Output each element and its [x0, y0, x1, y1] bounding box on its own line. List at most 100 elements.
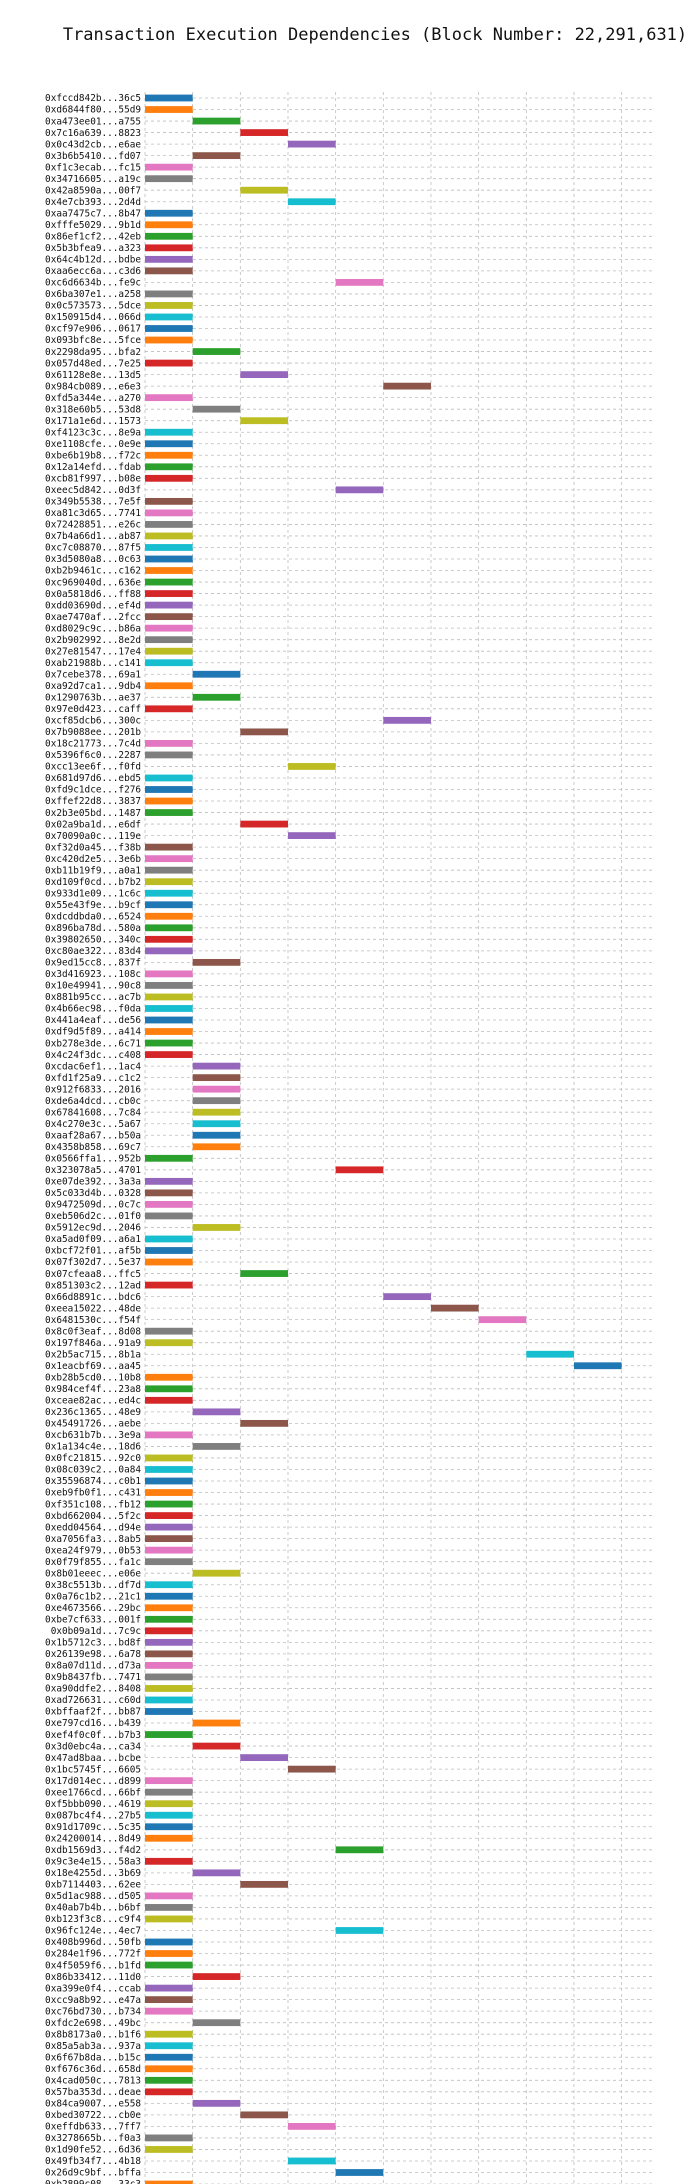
y-tick-label: 0xeb9fb0f1...c431	[45, 1488, 141, 1499]
y-tick-label: 0x0fc21815...92c0	[45, 1453, 141, 1464]
y-tick-label: 0x12a14efd...fdab	[45, 462, 141, 473]
y-tick-label: 0x0c573573...5dce	[45, 301, 141, 312]
y-tick-label: 0xdf9d5f89...a414	[45, 1027, 141, 1038]
gantt-bar	[145, 1592, 193, 1600]
y-tick-label: 0xa81c3d65...7741	[45, 508, 141, 519]
gantt-bar	[145, 1247, 193, 1254]
y-tick-label: 0xbffaaf2f...bb87	[45, 1707, 141, 1718]
y-tick-label: 0xad726631...c60d	[45, 1695, 141, 1706]
gantt-bar	[145, 1028, 193, 1035]
gantt-bar	[145, 1673, 193, 1681]
gantt-bar	[192, 1569, 241, 1577]
gantt-bar	[335, 1846, 384, 1854]
y-tick-label: 0x26d9c9bf...bffa	[45, 2168, 141, 2179]
y-tick-label: 0xbcf72f01...af5b	[45, 1246, 141, 1257]
gantt-bar	[145, 786, 193, 793]
gantt-bar	[145, 2134, 193, 2142]
gantt-bar	[240, 820, 288, 828]
gantt-bar	[287, 2157, 336, 2165]
gantt-bar	[145, 1477, 193, 1485]
y-tick-label: 0xeffdb633...7ff7	[45, 2122, 141, 2133]
y-tick-label: 0x150915d4...066d	[45, 312, 141, 323]
y-tick-label: 0xae7470af...2fcc	[45, 612, 141, 623]
gantt-bar	[335, 486, 384, 494]
gantt-bar	[145, 947, 193, 955]
gantt-bar	[383, 382, 431, 390]
gantt-bar	[145, 267, 193, 275]
y-tick-label: 0x4c270e3c...5a67	[45, 1119, 141, 1130]
y-tick-label: 0xdb1569d3...f4d2	[45, 1845, 141, 1856]
y-tick-label: 0x881b95cc...ac7b	[45, 992, 141, 1003]
gantt-bar	[145, 912, 193, 920]
y-tick-label: 0x318e60b5...53d8	[45, 404, 141, 415]
gantt-bar	[145, 1650, 193, 1658]
y-tick-label: 0x6f67b8da...b15c	[45, 2052, 141, 2063]
y-tick-label: 0xcf97e906...0617	[45, 324, 141, 335]
gantt-bar	[240, 186, 288, 194]
gantt-bar	[145, 2053, 193, 2061]
y-tick-label: 0x66d8891c...bdc6	[45, 1292, 141, 1303]
y-tick-label: 0x984cef4f...23a8	[45, 1384, 141, 1395]
gantt-bar	[145, 889, 193, 897]
y-tick-label: 0xcdac6ef1...1ac4	[45, 1061, 141, 1072]
gantt-bar	[192, 1443, 241, 1450]
gantt-bar	[287, 198, 336, 206]
gantt-bar	[145, 2030, 193, 2038]
gantt-bar	[145, 1258, 193, 1266]
gantt-bar	[335, 1927, 384, 1934]
y-tick-label: 0xbe7cf633...001f	[45, 1615, 141, 1626]
gantt-bar	[145, 2076, 193, 2084]
gantt-bar	[145, 163, 193, 171]
y-tick-label: 0x67841608...7c84	[45, 1107, 141, 1118]
gantt-bar	[145, 1051, 193, 1058]
y-tick-label: 0x4cad050c...7813	[45, 2076, 141, 2087]
y-tick-label: 0xdcddbda0...6524	[45, 911, 141, 922]
y-tick-label: 0xcf85dcb6...300c	[45, 716, 141, 727]
gantt-bar	[145, 1788, 193, 1796]
y-tick-label: 0x10e49941...90c8	[45, 981, 141, 992]
y-tick-label: 0x6481530c...f54f	[45, 1315, 141, 1326]
y-tick-label: 0x441a4eaf...de56	[45, 1015, 141, 1026]
gantt-bar	[192, 1408, 241, 1416]
gantt-bar	[145, 394, 193, 402]
gantt-bar	[145, 1996, 193, 2004]
gantt-bar	[145, 1984, 193, 1992]
y-tick-label: 0x2b902992...8e2d	[45, 635, 141, 646]
y-tick-label: 0xf4123c3c...8e9a	[45, 427, 141, 438]
y-tick-label: 0x34716605...a19c	[45, 174, 141, 185]
gantt-bar	[145, 878, 193, 886]
y-tick-label: 0xf32d0a45...f38b	[45, 842, 141, 853]
gantt-bar	[287, 1765, 336, 1773]
gantt-bar	[192, 1973, 241, 1980]
gantt-bar	[192, 117, 241, 125]
y-tick-label: 0x2b3e05bd...1487	[45, 808, 141, 819]
y-tick-label: 0xe797cd16...b439	[45, 1718, 141, 1729]
gantt-bar	[192, 1143, 241, 1151]
gantt-bar	[145, 1385, 193, 1393]
y-tick-label: 0xcb631b7b...3e9a	[45, 1430, 141, 1441]
y-tick-label: 0xf351c108...fb12	[45, 1499, 141, 1510]
gantt-bar	[145, 1638, 193, 1646]
gantt-bar	[192, 670, 241, 678]
y-tick-label: 0x35596874...c0b1	[45, 1476, 141, 1487]
y-tick-label: 0x4f5059f6...b1fd	[45, 1960, 141, 1971]
y-tick-label: 0x4358b858...69c7	[45, 1142, 141, 1153]
gantt-bar	[145, 232, 193, 240]
y-tick-label: 0xa92d7ca1...9db4	[45, 681, 141, 692]
gantt-bar	[145, 1489, 193, 1496]
y-tick-label: 0x851303c2...12ad	[45, 1280, 141, 1291]
y-tick-label: 0xb2b9461c...c162	[45, 566, 141, 577]
gantt-bar	[145, 302, 193, 309]
y-tick-label: 0xa5ad0f09...a6a1	[45, 1234, 141, 1245]
y-tick-label: 0x85a5ab3a...937a	[45, 2041, 141, 2052]
gantt-bar	[145, 1039, 193, 1047]
y-tick-label: 0x47ad8baa...bcbe	[45, 1753, 141, 1764]
y-tick-label: 0x55e43f9e...b9cf	[45, 900, 141, 911]
y-tick-label: 0x70090a0c...119e	[45, 831, 141, 842]
y-tick-label: 0x933d1e09...1c6c	[45, 888, 141, 899]
gantt-bar	[192, 2019, 241, 2027]
y-tick-label: 0x0b09a1d...7c9c	[51, 1626, 141, 1637]
y-tick-label: 0xc420d2e5...3e6b	[45, 854, 141, 865]
gantt-bar	[192, 1120, 241, 1128]
y-tick-label: 0xa90ddfe2...8408	[45, 1684, 141, 1695]
